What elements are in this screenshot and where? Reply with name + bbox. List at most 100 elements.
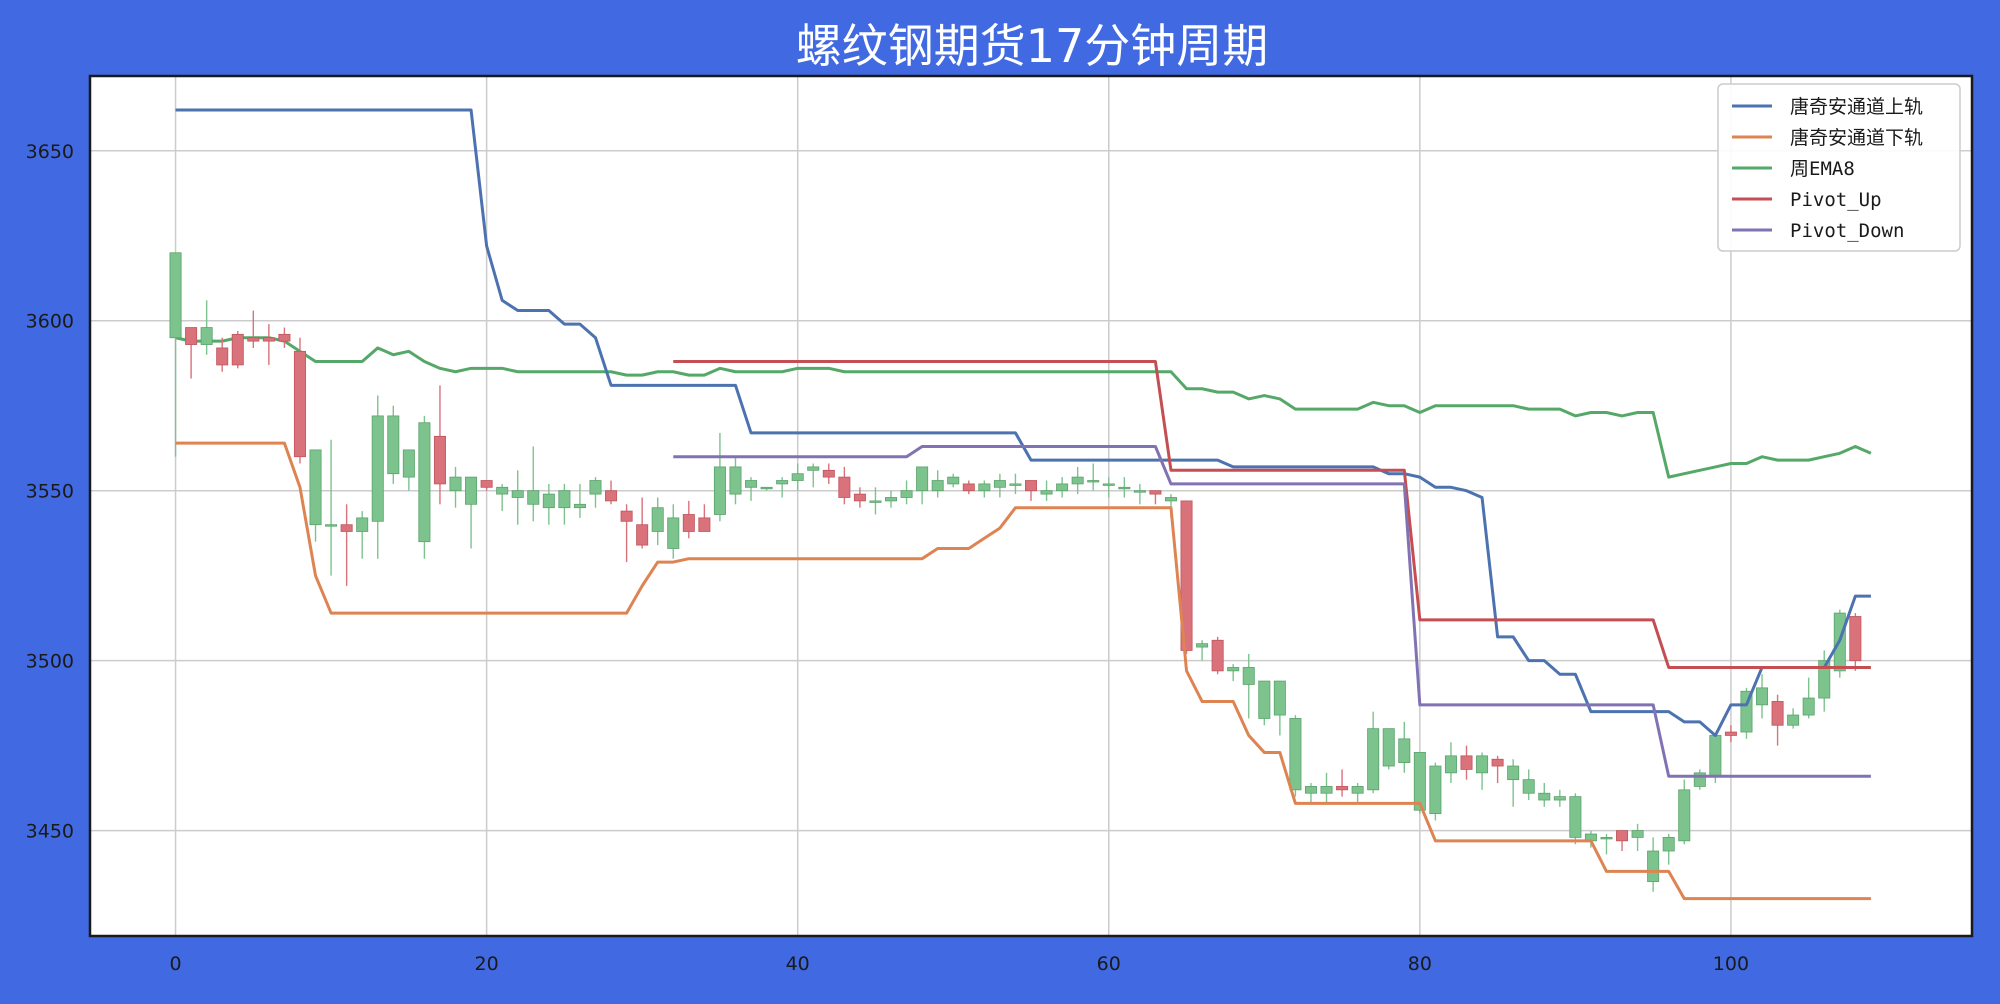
candle xyxy=(1227,664,1240,682)
candle xyxy=(1273,680,1286,736)
candle xyxy=(527,446,540,522)
candle xyxy=(1102,477,1115,498)
legend-label: 唐奇安通道下轨 xyxy=(1790,127,1923,149)
candle-body xyxy=(325,524,338,527)
candle-body xyxy=(853,493,866,502)
x-tick-label: 60 xyxy=(1097,953,1121,975)
candle-body xyxy=(807,466,820,471)
candle xyxy=(713,432,726,522)
candle-body xyxy=(185,327,198,345)
candle xyxy=(1569,793,1582,845)
candle-body xyxy=(1756,687,1769,706)
candle-body xyxy=(1382,728,1395,767)
candle xyxy=(1460,745,1473,780)
candle xyxy=(1600,834,1613,855)
candle xyxy=(1351,783,1364,804)
candle-body xyxy=(729,466,742,495)
candle-body xyxy=(1273,680,1286,716)
y-axis-ticks: 3450 3500 3550 3600 3650 xyxy=(26,141,74,843)
candle-body xyxy=(480,480,493,488)
candle-body xyxy=(1522,779,1535,794)
candle-body xyxy=(1025,480,1037,492)
candle-body xyxy=(1460,755,1473,770)
candle-body xyxy=(169,252,182,339)
candle xyxy=(760,486,773,491)
candle-body xyxy=(776,480,789,485)
candle-body xyxy=(418,422,431,543)
candle-body xyxy=(931,480,944,492)
candle xyxy=(838,466,851,505)
candle-body xyxy=(1102,483,1115,486)
candle-body xyxy=(1631,830,1644,838)
candle-body xyxy=(1693,772,1706,787)
legend-label: 唐奇安通道上轨 xyxy=(1790,96,1923,118)
candle-body xyxy=(713,466,726,515)
candle xyxy=(1771,694,1784,746)
candle-body xyxy=(760,486,773,490)
candle-body xyxy=(340,524,353,532)
candle xyxy=(325,439,338,576)
candle-body xyxy=(589,480,602,495)
legend-label: Pivot_Down xyxy=(1790,220,1904,242)
candle-body xyxy=(1429,765,1442,815)
candle xyxy=(231,330,244,369)
candle xyxy=(278,327,291,348)
candle xyxy=(1258,680,1271,726)
candle-body xyxy=(1553,796,1566,801)
candle-body xyxy=(231,333,244,366)
candle xyxy=(216,337,229,372)
candle xyxy=(169,252,182,457)
candle xyxy=(573,483,586,518)
candle xyxy=(1196,640,1209,661)
candle-body xyxy=(1196,643,1209,648)
candle-body xyxy=(1569,796,1582,838)
candle xyxy=(1071,466,1084,495)
candle xyxy=(1398,721,1411,773)
candle xyxy=(1056,477,1069,498)
candle xyxy=(667,504,680,559)
series-line-pivot-down xyxy=(673,445,1871,778)
y-tick-label: 3450 xyxy=(26,821,74,843)
candle xyxy=(1211,636,1224,675)
candle xyxy=(496,483,509,512)
candle xyxy=(791,463,804,491)
candle-body xyxy=(1211,639,1224,672)
candle xyxy=(542,483,555,525)
candle xyxy=(1133,483,1146,505)
candle xyxy=(356,511,369,559)
y-tick-label: 3500 xyxy=(26,651,74,673)
candle-body xyxy=(1133,490,1146,493)
candle xyxy=(745,477,758,501)
candle-body xyxy=(838,476,851,498)
candle-body xyxy=(1802,697,1815,716)
candle-body xyxy=(496,486,509,495)
candle xyxy=(589,477,602,508)
candle-body xyxy=(978,483,991,492)
candle-body xyxy=(1771,701,1784,726)
candle xyxy=(309,449,322,542)
candle xyxy=(885,490,898,508)
candle-body xyxy=(1538,792,1551,801)
candle-body xyxy=(558,490,571,509)
candle xyxy=(1149,490,1162,505)
candle xyxy=(605,480,618,505)
ema-line-group xyxy=(175,336,1872,479)
candle-body xyxy=(947,476,960,485)
candle xyxy=(916,466,929,505)
candle-body xyxy=(667,517,680,549)
candle-body xyxy=(1678,789,1691,842)
candle-body xyxy=(527,490,540,505)
candle-body xyxy=(511,490,524,498)
candle xyxy=(869,487,882,515)
candle-body xyxy=(885,497,898,502)
candle-body xyxy=(822,469,835,478)
candle xyxy=(822,463,835,484)
candle xyxy=(387,405,400,484)
candle xyxy=(402,449,415,491)
candle xyxy=(1087,463,1100,491)
candle-body xyxy=(573,503,586,509)
candle-body xyxy=(1600,837,1613,840)
candle-body xyxy=(1227,667,1240,672)
candle xyxy=(200,300,213,355)
